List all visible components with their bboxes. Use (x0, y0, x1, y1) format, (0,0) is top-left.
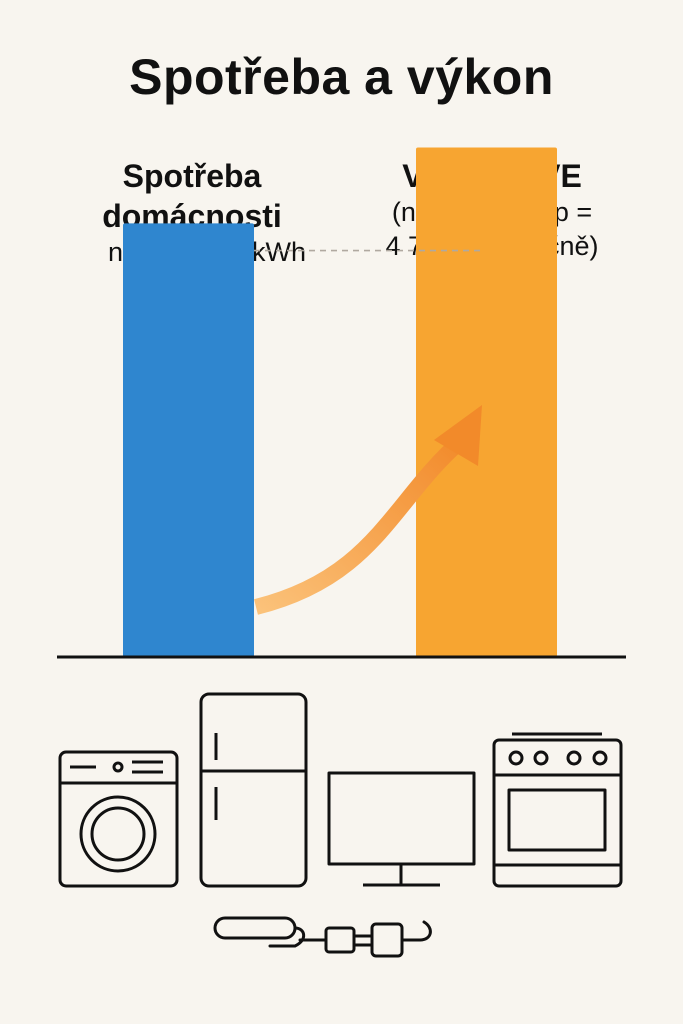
washing-machine-icon (58, 750, 179, 888)
fridge-icon (199, 692, 308, 888)
stove-icon (492, 732, 623, 888)
chart-title: Spotřeba a výkon (129, 49, 554, 105)
category-label-line: Spotřeba (122, 158, 262, 194)
monitor-icon (327, 771, 476, 887)
growth-arrow (254, 405, 482, 615)
bar-production (416, 147, 557, 657)
arrow-body (254, 433, 468, 615)
arrow-head (434, 405, 482, 466)
bars-group (123, 147, 557, 657)
plug-icon (213, 916, 432, 958)
bar-consumption (123, 223, 254, 657)
